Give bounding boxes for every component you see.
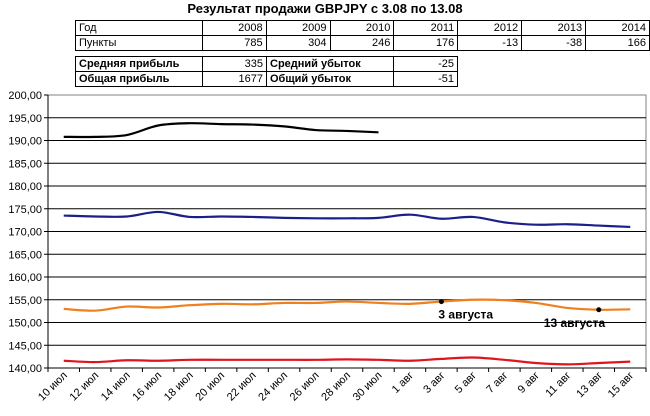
y-tick-label: 175,00 xyxy=(8,204,42,216)
year-cell: 2008 xyxy=(201,20,267,36)
x-tick-label: 30 июл xyxy=(351,370,385,404)
y-tick-label: 170,00 xyxy=(8,227,42,239)
x-tick-label: 20 июл xyxy=(193,370,227,404)
points-header: Пункты xyxy=(75,35,203,51)
y-tick-label: 165,00 xyxy=(8,249,42,261)
x-tick-label: 15 авг xyxy=(606,370,637,401)
annotation-marker xyxy=(438,299,444,305)
annotation-label: 13 августа xyxy=(544,316,606,330)
y-tick-label: 195,00 xyxy=(8,113,42,125)
chart-title: Результат продажи GBPJPY с 3.08 по 13.08 xyxy=(187,1,463,16)
y-tick-label: 185,00 xyxy=(8,158,42,170)
annotation-marker xyxy=(596,307,602,313)
total-profit-label: Общая прибыль xyxy=(75,71,203,87)
table-row: Средняя прибыль 335 Средний убыток -25 xyxy=(75,56,458,72)
table-row: Год 2008 2009 2010 2011 2012 2013 2014 xyxy=(75,20,650,36)
x-tick-label: 18 июл xyxy=(162,370,196,404)
y-tick-label: 155,00 xyxy=(8,295,42,307)
avg-loss-value: -25 xyxy=(393,56,458,72)
x-tick-label: 16 июл xyxy=(130,370,164,404)
y-tick-label: 140,00 xyxy=(8,363,42,375)
series-line xyxy=(63,210,631,229)
x-tick-label: 26 июл xyxy=(288,370,322,404)
total-loss-value: -51 xyxy=(393,71,458,87)
table-row: Общая прибыль 1677 Общий убыток -51 xyxy=(75,71,458,87)
series-line xyxy=(63,122,379,139)
points-cell: 246 xyxy=(329,35,395,51)
y-tick-label: 200,00 xyxy=(8,90,42,102)
points-cell: 176 xyxy=(393,35,459,51)
x-tick-label: 12 июл xyxy=(67,370,101,404)
x-tick-label: 7 авг xyxy=(484,370,510,396)
x-tick-label: 11 авг xyxy=(543,370,573,400)
table-row: Пункты 785 304 246 176 -13 -38 166 xyxy=(75,35,650,51)
y-tick-label: 160,00 xyxy=(8,272,42,284)
y-tick-label: 190,00 xyxy=(8,136,42,148)
points-cell: -38 xyxy=(521,35,587,51)
y-tick-label: 180,00 xyxy=(8,181,42,193)
points-cell: 785 xyxy=(201,35,267,51)
series-line xyxy=(63,298,631,312)
stats-table-years: Год 2008 2009 2010 2011 2012 2013 2014 П… xyxy=(75,20,650,51)
x-tick-label: 24 июл xyxy=(256,370,290,404)
y-tick-label: 145,00 xyxy=(8,340,42,352)
x-tick-label: 3 авг xyxy=(421,370,447,396)
x-tick-label: 5 авг xyxy=(453,370,479,396)
y-tick-label: 150,00 xyxy=(8,318,42,330)
x-tick-label: 28 июл xyxy=(319,370,353,404)
series-line xyxy=(63,356,631,366)
x-tick-label: 9 авг xyxy=(516,370,542,396)
year-cell: 2014 xyxy=(585,20,650,36)
x-tick-label: 13 авг xyxy=(574,370,605,401)
points-cell: 166 xyxy=(585,35,650,51)
annotation-label: 3 августа xyxy=(438,308,493,322)
points-cell: -13 xyxy=(457,35,523,51)
total-loss-label: Общий убыток xyxy=(266,71,394,87)
year-cell: 2012 xyxy=(457,20,523,36)
x-tick-label: 1 авг xyxy=(390,370,416,396)
points-cell: 304 xyxy=(265,35,331,51)
total-profit-value: 1677 xyxy=(202,71,267,87)
stats-table-summary: Средняя прибыль 335 Средний убыток -25 О… xyxy=(75,56,458,87)
x-tick-label: 14 июл xyxy=(99,370,133,404)
x-tick-label: 22 июл xyxy=(225,370,259,404)
